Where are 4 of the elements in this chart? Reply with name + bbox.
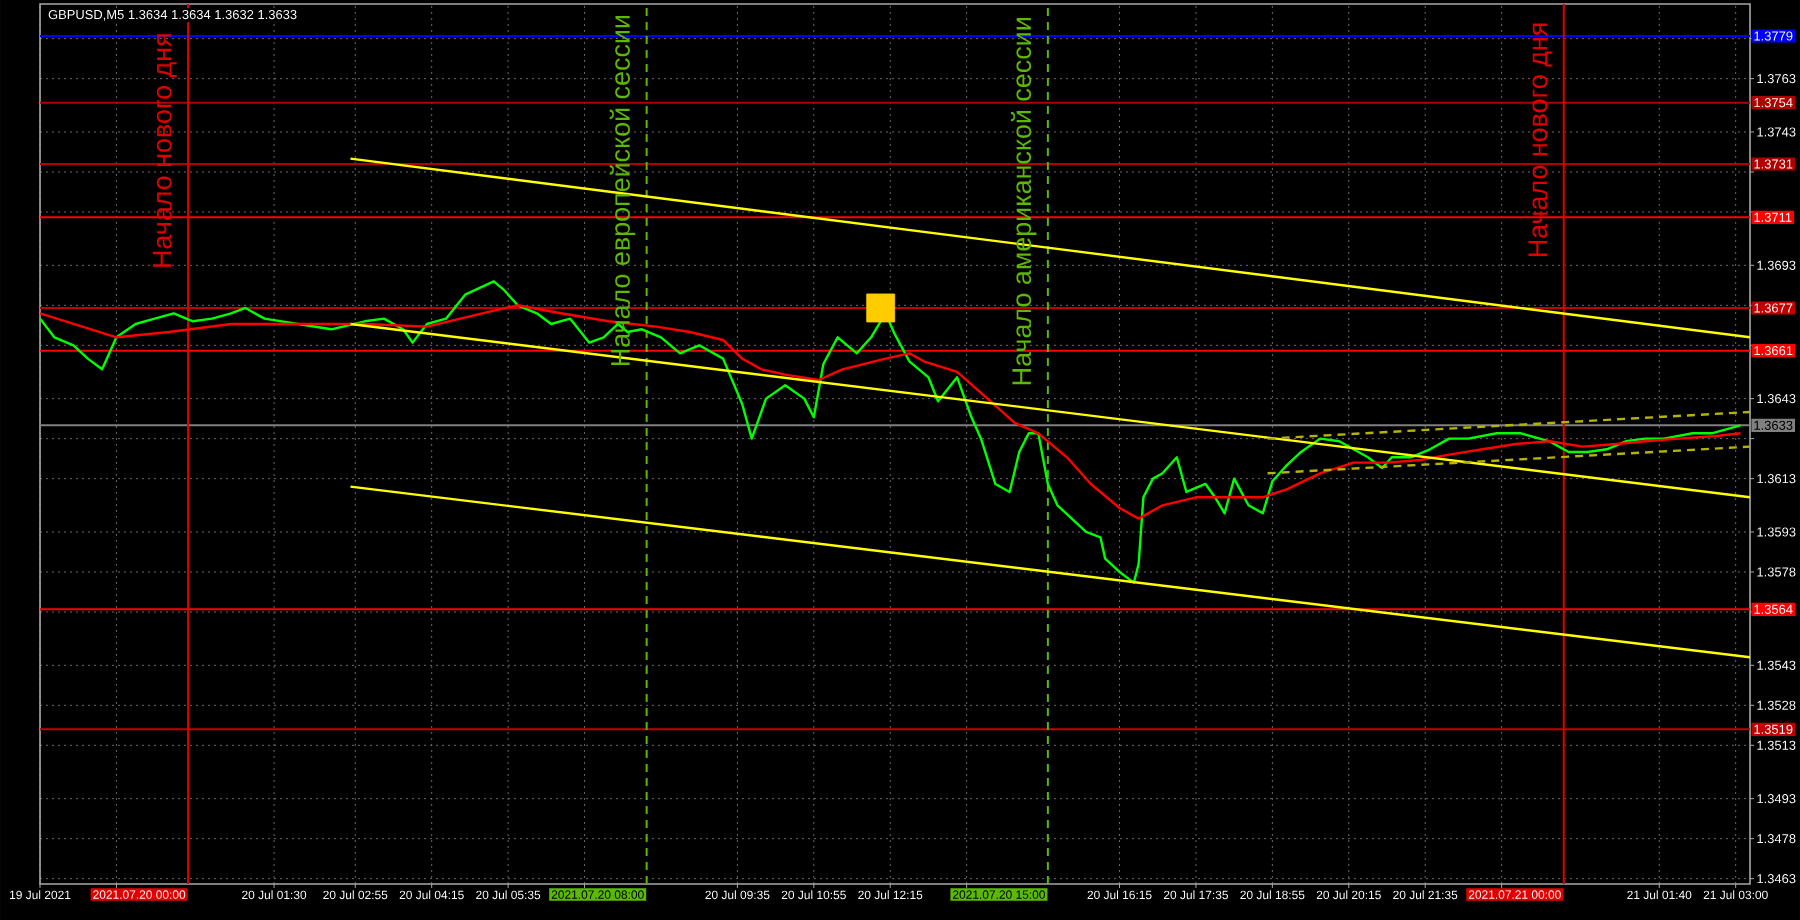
annotation: Начало нового дня xyxy=(152,34,177,267)
annotation: Начало нового дня xyxy=(1528,23,1553,257)
annotation: Начало европейской сессии xyxy=(609,15,636,366)
annotation: Начало американской сессии xyxy=(1010,18,1037,385)
